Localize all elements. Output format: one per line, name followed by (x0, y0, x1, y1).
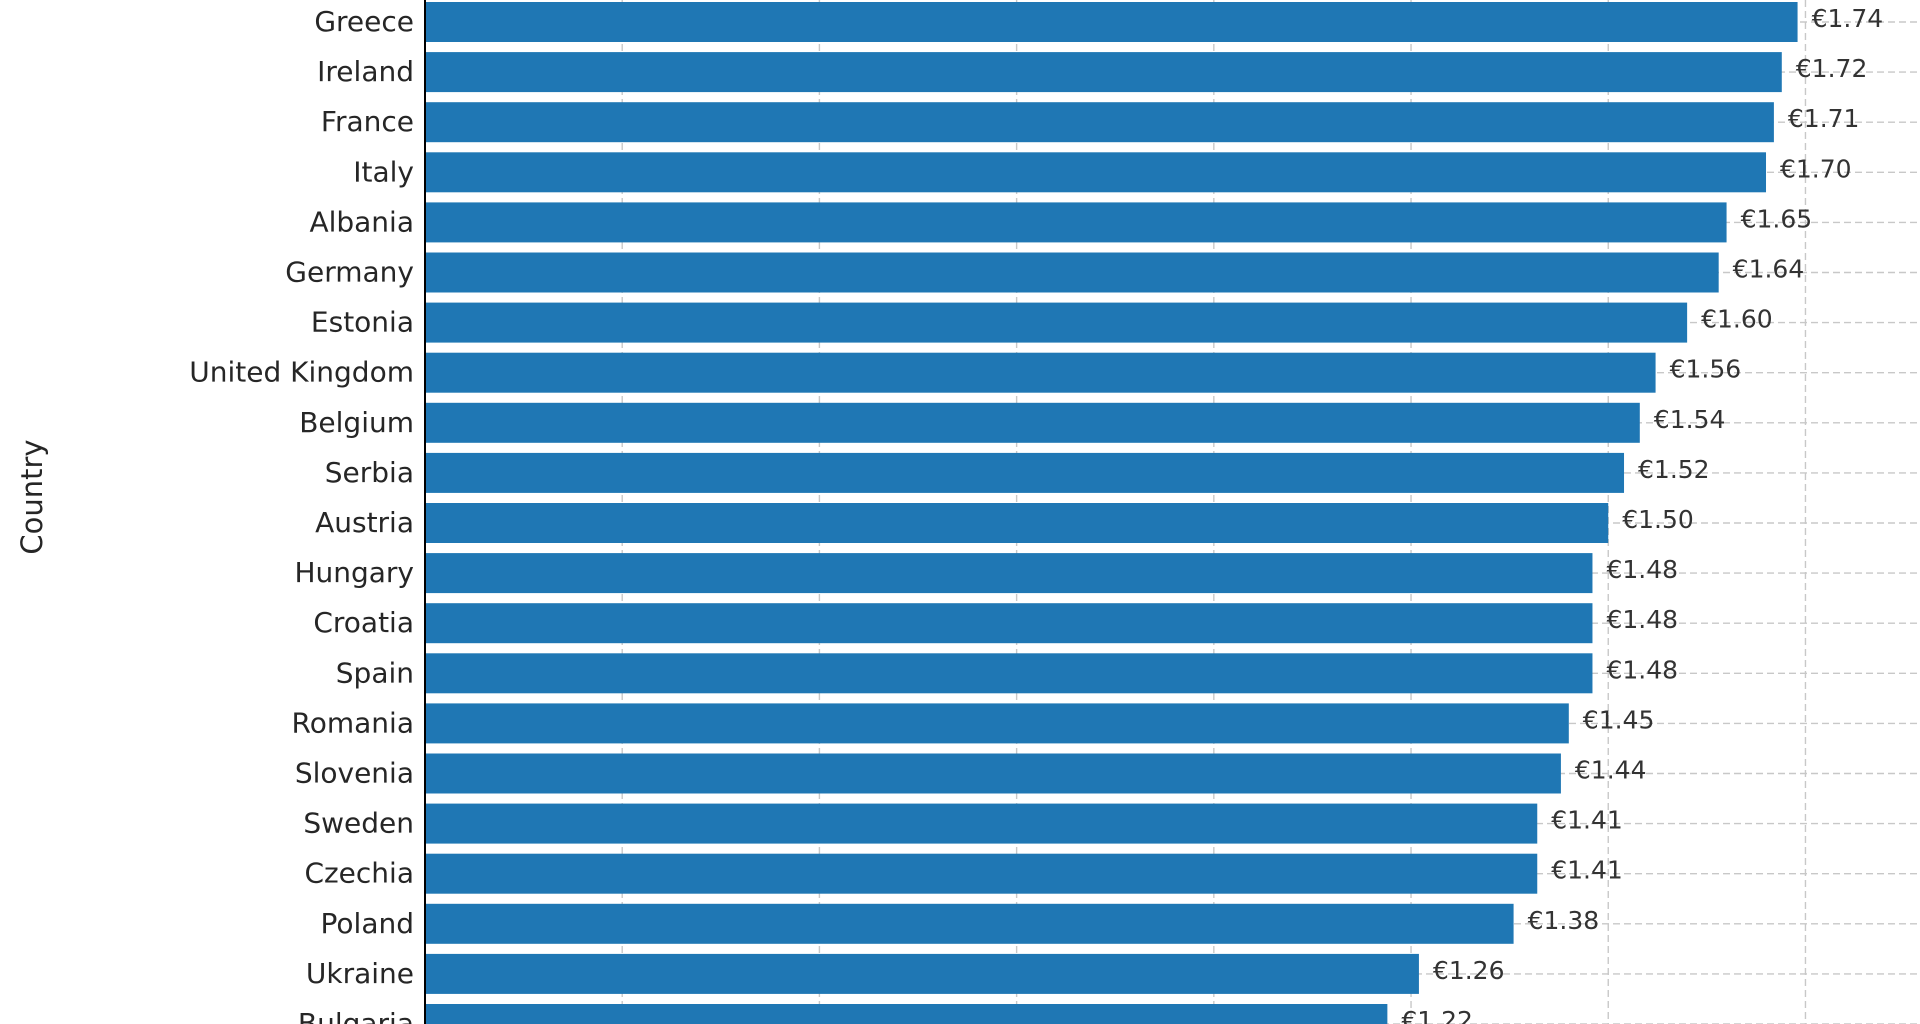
bar (425, 603, 1593, 644)
value-label: €1.65 (1741, 204, 1813, 233)
bar (425, 903, 1514, 944)
bar (425, 553, 1593, 594)
category-label: United Kingdom (189, 356, 414, 389)
bar (425, 252, 1719, 293)
value-label: €1.70 (1780, 154, 1852, 183)
value-label: €1.41 (1551, 856, 1623, 885)
value-label: €1.45 (1583, 705, 1655, 734)
category-label: Serbia (325, 456, 414, 489)
value-label: €1.74 (1812, 4, 1884, 33)
value-label: €1.60 (1701, 305, 1773, 334)
value-label: €1.56 (1670, 355, 1742, 384)
bar (425, 703, 1569, 744)
bar (425, 52, 1782, 93)
value-label: €1.48 (1606, 605, 1678, 634)
value-label: €1.48 (1606, 655, 1678, 684)
category-label: Austria (315, 506, 414, 539)
bar (425, 352, 1656, 393)
category-label: Italy (353, 155, 414, 188)
bar (425, 102, 1774, 143)
bar (425, 503, 1609, 543)
value-label: €1.64 (1733, 255, 1805, 284)
category-labels: Greece Ireland France Italy Albania Germany Es… (189, 5, 414, 1024)
value-label: €1.38 (1528, 906, 1600, 935)
value-label: €1.41 (1551, 806, 1623, 835)
category-label: Greece (314, 5, 414, 38)
category-label: Belgium (299, 406, 414, 439)
bar (425, 2, 1798, 42)
bar (425, 152, 1767, 193)
bar (425, 1004, 1388, 1024)
bar (425, 853, 1538, 894)
category-label: Spain (336, 656, 414, 689)
bar (425, 452, 1625, 493)
bar (425, 753, 1561, 794)
value-label: €1.52 (1638, 455, 1710, 484)
category-label: Germany (285, 256, 414, 289)
value-label: €1.50 (1622, 505, 1694, 534)
category-label: Romania (292, 706, 414, 739)
category-label: Hungary (294, 556, 414, 589)
category-label: Poland (321, 907, 414, 940)
bar (425, 803, 1538, 844)
bar (425, 653, 1593, 694)
value-label: €1.72 (1796, 54, 1868, 83)
bar (425, 302, 1688, 343)
value-label: €1.71 (1788, 104, 1860, 133)
category-label: France (321, 105, 414, 138)
y-axis-title: Country (15, 439, 49, 554)
category-label: Ukraine (306, 957, 414, 990)
value-label: €1.44 (1575, 756, 1647, 785)
category-label: Sweden (303, 807, 414, 840)
category-label: Slovenia (295, 757, 414, 790)
category-label: Ireland (317, 55, 414, 88)
category-label: Estonia (311, 306, 414, 339)
category-label: Czechia (304, 857, 414, 890)
bars (425, 2, 1798, 1024)
bar (425, 402, 1640, 443)
value-label: €1.26 (1433, 956, 1505, 985)
value-labels: €1.74 €1.72 €1.71 €1.70 €1.65 €1.64 €1.60 €1.56… (1401, 4, 1883, 1024)
bar (425, 202, 1727, 243)
bar (425, 953, 1419, 994)
category-label: Croatia (313, 606, 414, 639)
value-label: €1.22 (1401, 1006, 1473, 1024)
value-label: €1.48 (1606, 555, 1678, 584)
value-label: €1.54 (1654, 405, 1726, 434)
category-label: Albania (309, 205, 414, 238)
category-label: Bulgaria (298, 1007, 414, 1024)
